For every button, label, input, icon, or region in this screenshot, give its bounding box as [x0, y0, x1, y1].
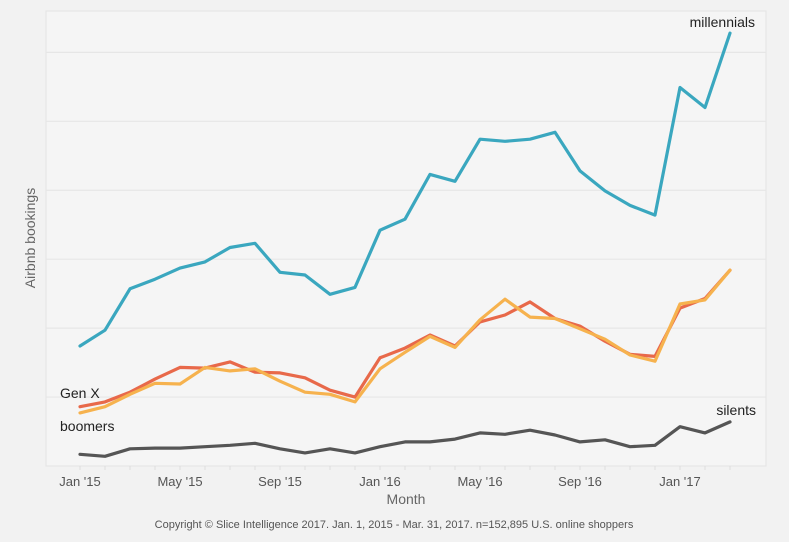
series-label: silents	[716, 402, 756, 418]
x-tick-label: Sep '16	[558, 474, 602, 489]
x-tick-label: May '16	[457, 474, 502, 489]
footnote: Copyright © Slice Intelligence 2017. Jan…	[155, 519, 634, 531]
series-label: boomers	[60, 418, 114, 434]
x-axis-label: Month	[387, 491, 426, 507]
series-line-millennials	[78, 31, 732, 348]
x-tick-label: Jan '17	[659, 474, 701, 489]
x-tick-label: Sep '15	[258, 474, 302, 489]
series-line-boomers	[78, 268, 732, 415]
series-label: millennials	[690, 14, 755, 30]
series-line-silents	[78, 420, 732, 458]
x-tick-label: May '15	[157, 474, 202, 489]
x-tick-label: Jan '15	[59, 474, 101, 489]
series-label: Gen X	[60, 385, 100, 401]
y-axis-label: Airbnb bookings	[22, 188, 38, 288]
plot-area	[45, 10, 767, 467]
x-tick-label: Jan '16	[359, 474, 401, 489]
